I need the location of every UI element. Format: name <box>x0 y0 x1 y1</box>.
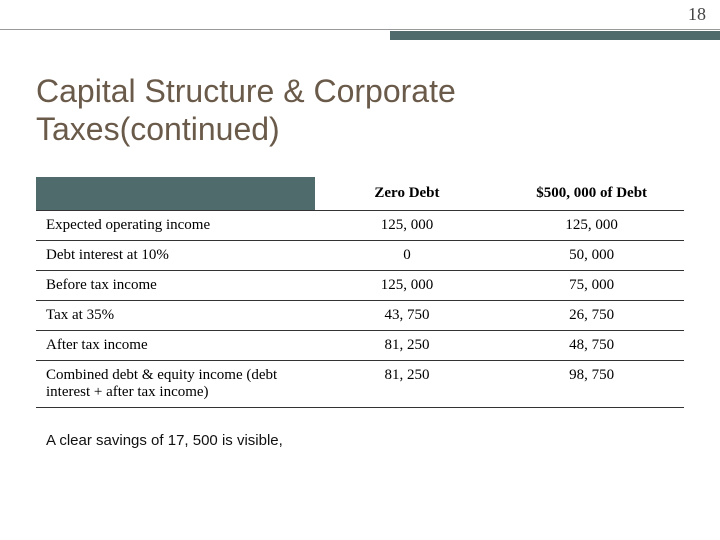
row-label: Combined debt & equity income (debt inte… <box>36 360 315 407</box>
capital-structure-table: Zero Debt $500, 000 of Debt Expected ope… <box>36 177 684 408</box>
row-value: 26, 750 <box>499 300 684 330</box>
header-corner <box>36 177 315 211</box>
row-label: After tax income <box>36 330 315 360</box>
footnote-text: A clear savings of 17, 500 is visible, <box>46 432 720 449</box>
row-value: 48, 750 <box>499 330 684 360</box>
table-row: Combined debt & equity income (debt inte… <box>36 360 684 407</box>
row-value: 125, 000 <box>315 210 500 240</box>
row-label: Debt interest at 10% <box>36 240 315 270</box>
row-value: 125, 000 <box>499 210 684 240</box>
row-value: 81, 250 <box>315 330 500 360</box>
slide-title: Capital Structure & Corporate Taxes(cont… <box>36 72 684 149</box>
table-row: After tax income81, 25048, 750 <box>36 330 684 360</box>
row-value: 125, 000 <box>315 270 500 300</box>
row-value: 98, 750 <box>499 360 684 407</box>
accent-bar <box>390 31 720 40</box>
table-row: Debt interest at 10%050, 000 <box>36 240 684 270</box>
header-col-2: $500, 000 of Debt <box>499 177 684 211</box>
top-bar: 18 <box>0 0 720 30</box>
row-label: Before tax income <box>36 270 315 300</box>
row-value: 81, 250 <box>315 360 500 407</box>
table-body: Expected operating income125, 000125, 00… <box>36 210 684 407</box>
page-number: 18 <box>688 4 706 25</box>
table-row: Expected operating income125, 000125, 00… <box>36 210 684 240</box>
row-value: 75, 000 <box>499 270 684 300</box>
row-label: Tax at 35% <box>36 300 315 330</box>
row-label: Expected operating income <box>36 210 315 240</box>
row-value: 0 <box>315 240 500 270</box>
header-col-1: Zero Debt <box>315 177 500 211</box>
table-row: Before tax income125, 00075, 000 <box>36 270 684 300</box>
table-row: Tax at 35%43, 75026, 750 <box>36 300 684 330</box>
row-value: 50, 000 <box>499 240 684 270</box>
accent-region <box>0 30 720 44</box>
table-header-row: Zero Debt $500, 000 of Debt <box>36 177 684 211</box>
row-value: 43, 750 <box>315 300 500 330</box>
